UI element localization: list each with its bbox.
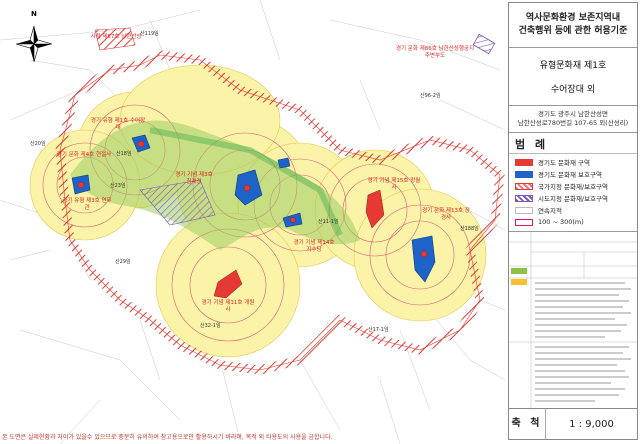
legend-item: 경기도 문화재 구역 [509, 156, 637, 168]
compass-north: N [31, 10, 37, 18]
info-panel: 역사문화환경 보존지역내 건축행위 등에 관한 허용기준 유형문화재 제1호 수… [508, 2, 638, 440]
disclaimer: 본 도면은 실제현황과 차이가 있을수 있으므로 충분히 유의하여 참고용으로만… [2, 434, 333, 441]
compass-icon [15, 25, 53, 63]
legend-title: 범 례 [509, 133, 637, 154]
legend-label: 시도지정 문화재/보호구역 [538, 195, 609, 203]
map-label: 경기 문화 제4호 현절사 [56, 152, 112, 158]
map-label: 경기 기념 제11호 개원사 [201, 300, 255, 313]
scale-label: 축 척 [509, 409, 546, 439]
legend-swatch [515, 194, 533, 202]
legend: 경기도 문화재 구역 경기도 문화재 보호구역 국가지정 문화재/보호구역 시도… [509, 154, 637, 228]
legend-item: 연속지적 [509, 204, 637, 216]
parcel-label: 산11-1임 [318, 219, 339, 225]
map-label: 경기 문화 제86호 남한산성행궁지주변부도 [395, 46, 475, 59]
panel-header: 역사문화환경 보존지역내 건축행위 등에 관한 허용기준 [509, 3, 637, 48]
heritage-name: 수어장대 외 [550, 85, 596, 96]
regulation-table [509, 231, 637, 410]
location-box: 경기도 광주시 남한산성면 남한산성로780번길 107-65 외(산성리) [509, 106, 637, 133]
map-label: 경기 문화 제13호 장경사 [422, 208, 470, 221]
header-line-1: 역사문화환경 보존지역내 [525, 13, 621, 23]
scale-bar: 축 척 1 : 9,000 [509, 408, 637, 439]
parcel-label: 산18임 [116, 151, 132, 157]
legend-swatch [515, 182, 533, 190]
legend-swatch [515, 206, 533, 214]
parcel-label: 산23임 [110, 183, 126, 189]
parcel-label: 산17-1임 [368, 327, 389, 333]
parcel-label: 산96-2임 [420, 93, 441, 99]
legend-swatch [515, 218, 533, 226]
parcel-label: 산32-1임 [200, 323, 221, 329]
parcel-label: 산20임 [30, 141, 46, 147]
map-label: 경기 기념 제15호 망월사 [367, 178, 421, 191]
map-label: 사적 제57호 남한산성 [90, 34, 142, 40]
legend-swatch [515, 158, 533, 166]
legend-item: 100 ~ 300(m) [509, 216, 637, 228]
map-label: 경기 기념 제3호 침괘정 [175, 172, 213, 185]
parcel-label: 산188임 [460, 226, 479, 232]
parcel-label: 산29임 [115, 259, 131, 265]
legend-label: 100 ~ 300(m) [538, 218, 584, 226]
legend-swatch [515, 170, 533, 178]
parcel-label: 산119임 [140, 31, 159, 37]
legend-label: 연속지적 [538, 207, 562, 215]
location-line-1: 경기도 광주시 남한산성면 [538, 110, 608, 118]
heritage-box: 유형문화재 제1호 수어장대 외 [509, 48, 637, 106]
scale-value: 1 : 9,000 [569, 418, 614, 430]
legend-item: 경기도 문화재 보호구역 [509, 168, 637, 180]
legend-label: 경기도 문화재 보호구역 [538, 171, 602, 179]
location-line-2: 남한산성로780번길 107-65 외(산성리) [517, 119, 629, 127]
map-label: 경기 유형 제1호 수어장대 [90, 118, 146, 131]
map-label: 경기 유형 제3호 연무관 [62, 198, 112, 211]
legend-item: 시도지정 문화재/보호구역 [509, 192, 637, 204]
map-label: 경기 기념 제14호 지수당 [293, 240, 335, 253]
legend-label: 경기도 문화재 구역 [538, 159, 590, 167]
legend-label: 국가지정 문화재/보호구역 [538, 183, 609, 191]
legend-item: 국가지정 문화재/보호구역 [509, 180, 637, 192]
heritage-designation: 유형문화재 제1호 [539, 60, 607, 71]
regulation-table-graphic [509, 232, 637, 410]
header-line-2: 건축행위 등에 관한 허용기준 [518, 26, 628, 36]
